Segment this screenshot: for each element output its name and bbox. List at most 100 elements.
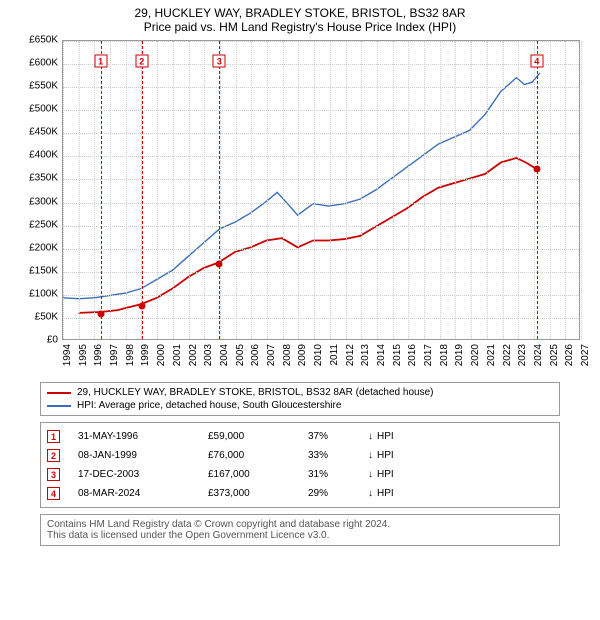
sale-ref: HPI xyxy=(377,469,394,480)
sales-table: 131-MAY-1996£59,00037%↓HPI208-JAN-1999£7… xyxy=(40,422,560,508)
sale-price: £76,000 xyxy=(208,450,308,461)
x-tick-label: 2000 xyxy=(156,344,167,366)
gridline-v xyxy=(550,41,551,339)
gridline-v xyxy=(377,41,378,339)
sale-number-box: 2 xyxy=(47,449,60,462)
x-tick-label: 1994 xyxy=(62,344,73,366)
gridline-v xyxy=(94,41,95,339)
gridline-v xyxy=(393,41,394,339)
sale-marker-line xyxy=(142,41,143,339)
legend-item: 29, HUCKLEY WAY, BRADLEY STOKE, BRISTOL,… xyxy=(47,386,553,399)
y-tick-label: £250K xyxy=(29,219,58,230)
chart-container: 29, HUCKLEY WAY, BRADLEY STOKE, BRISTOL,… xyxy=(0,0,600,546)
down-arrow-icon: ↓ xyxy=(368,431,373,442)
sale-number-box: 1 xyxy=(47,430,60,443)
x-tick-label: 2003 xyxy=(203,344,214,366)
sale-dot xyxy=(97,310,104,317)
x-tick-label: 1997 xyxy=(109,344,120,366)
x-tick-label: 2017 xyxy=(423,344,434,366)
sale-row: 131-MAY-1996£59,00037%↓HPI xyxy=(47,427,553,446)
sale-date: 08-JAN-1999 xyxy=(78,450,208,461)
gridline-v xyxy=(298,41,299,339)
sale-marker-line xyxy=(537,41,538,339)
sale-diff: 31% xyxy=(308,469,368,480)
y-tick-label: £200K xyxy=(29,242,58,253)
sale-number-box: 4 xyxy=(47,487,60,500)
sale-price: £59,000 xyxy=(208,431,308,442)
y-tick-label: £500K xyxy=(29,104,58,115)
sale-diff: 37% xyxy=(308,431,368,442)
x-tick-label: 2005 xyxy=(235,344,246,366)
down-arrow-icon: ↓ xyxy=(368,450,373,461)
sale-marker-line xyxy=(101,41,102,339)
gridline-v xyxy=(361,41,362,339)
y-tick-label: £450K xyxy=(29,127,58,138)
x-tick-label: 2023 xyxy=(517,344,528,366)
legend-swatch xyxy=(47,392,71,394)
gridline-v xyxy=(565,41,566,339)
y-tick-label: £650K xyxy=(29,35,58,46)
gridline-v xyxy=(267,41,268,339)
gridline-v xyxy=(189,41,190,339)
gridline-v xyxy=(204,41,205,339)
gridline-v xyxy=(487,41,488,339)
gridline-v xyxy=(455,41,456,339)
legend-label: 29, HUCKLEY WAY, BRADLEY STOKE, BRISTOL,… xyxy=(77,387,433,398)
x-tick-label: 1996 xyxy=(93,344,104,366)
y-axis: £0£50K£100K£150K£200K£250K£300K£350K£400… xyxy=(20,40,62,340)
sale-marker-box: 3 xyxy=(213,55,226,68)
gridline-v xyxy=(518,41,519,339)
footer-line1: Contains HM Land Registry data © Crown c… xyxy=(47,519,553,530)
x-tick-label: 2012 xyxy=(345,344,356,366)
x-tick-label: 2027 xyxy=(580,344,591,366)
x-tick-label: 2002 xyxy=(188,344,199,366)
x-tick-label: 2026 xyxy=(564,344,575,366)
sale-marker-box: 4 xyxy=(530,55,543,68)
x-tick-label: 2013 xyxy=(360,344,371,366)
x-tick-label: 2020 xyxy=(470,344,481,366)
legend-box: 29, HUCKLEY WAY, BRADLEY STOKE, BRISTOL,… xyxy=(40,382,560,416)
y-tick-label: £150K xyxy=(29,265,58,276)
y-tick-label: £550K xyxy=(29,81,58,92)
x-tick-label: 2015 xyxy=(392,344,403,366)
sale-ref: HPI xyxy=(377,488,394,499)
x-tick-label: 2014 xyxy=(376,344,387,366)
down-arrow-icon: ↓ xyxy=(368,488,373,499)
legend-swatch xyxy=(47,405,71,407)
sale-number-box: 3 xyxy=(47,468,60,481)
legend-label: HPI: Average price, detached house, Sout… xyxy=(77,400,341,411)
x-axis: 1994199519961997199819992000200120022003… xyxy=(62,342,580,380)
gridline-v xyxy=(503,41,504,339)
gridline-v xyxy=(157,41,158,339)
x-tick-label: 2018 xyxy=(439,344,450,366)
sale-dot xyxy=(138,302,145,309)
x-tick-label: 2009 xyxy=(297,344,308,366)
x-tick-label: 2025 xyxy=(549,344,560,366)
sale-marker-line xyxy=(219,41,220,339)
x-tick-label: 2008 xyxy=(282,344,293,366)
gridline-v xyxy=(330,41,331,339)
sale-marker-box: 2 xyxy=(135,55,148,68)
series-price_paid xyxy=(79,158,535,313)
x-tick-label: 2006 xyxy=(250,344,261,366)
x-tick-label: 1995 xyxy=(78,344,89,366)
sale-row: 317-DEC-2003£167,00031%↓HPI xyxy=(47,465,553,484)
sale-diff: 33% xyxy=(308,450,368,461)
gridline-v xyxy=(471,41,472,339)
y-tick-label: £0 xyxy=(47,335,58,346)
x-tick-label: 2004 xyxy=(219,344,230,366)
gridline-v xyxy=(236,41,237,339)
y-tick-label: £350K xyxy=(29,173,58,184)
y-tick-label: £600K xyxy=(29,58,58,69)
gridline-v xyxy=(314,41,315,339)
sale-ref: HPI xyxy=(377,431,394,442)
x-tick-label: 2016 xyxy=(407,344,418,366)
sale-dot xyxy=(533,165,540,172)
sale-marker-box: 1 xyxy=(94,55,107,68)
gridline-v xyxy=(424,41,425,339)
series-hpi xyxy=(63,73,540,299)
sale-dot xyxy=(216,260,223,267)
gridline-v xyxy=(534,41,535,339)
gridline-v xyxy=(408,41,409,339)
x-tick-label: 1999 xyxy=(140,344,151,366)
